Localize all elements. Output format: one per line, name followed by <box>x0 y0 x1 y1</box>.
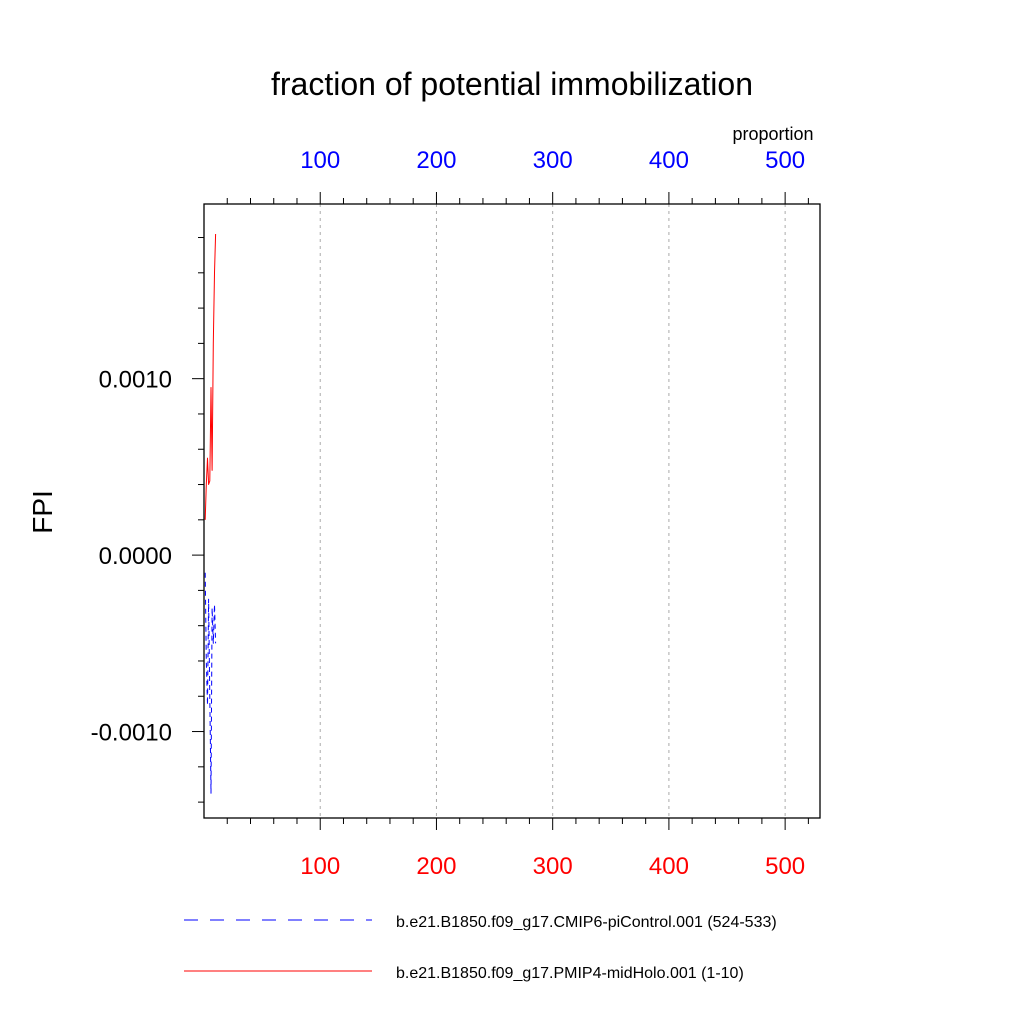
top-tick-label-4: 500 <box>765 147 805 174</box>
grid-lines <box>319 204 786 818</box>
top-axis-label: proportion <box>732 124 813 144</box>
legend: b.e21.B1850.f09_g17.CMIP6-piControl.001 … <box>184 914 777 982</box>
series-lines <box>204 233 217 794</box>
plot-frame <box>203 203 821 819</box>
top-tick-label-2: 300 <box>533 147 573 174</box>
bottom-tick-label-4: 500 <box>765 853 805 880</box>
axis-ticks <box>192 192 809 830</box>
bottom-tick-label-0: 100 <box>300 853 340 880</box>
y-tick-label-0: -0.0010 <box>91 720 172 747</box>
top-tick-label-0: 100 <box>300 147 340 174</box>
y-tick-label-2: 0.0010 <box>99 367 172 394</box>
y-tick-label-1: 0.0000 <box>99 543 172 570</box>
top-tick-label-3: 400 <box>649 147 689 174</box>
series-line-0 <box>204 572 217 794</box>
legend-label-midholo: b.e21.B1850.f09_g17.PMIP4-midHolo.001 (1… <box>396 965 744 982</box>
bottom-tick-label-2: 300 <box>533 853 573 880</box>
y-axis-label: FPI <box>27 490 58 534</box>
bottom-tick-label-1: 200 <box>416 853 456 880</box>
series-line-1 <box>204 233 217 520</box>
legend-label-picontrol: b.e21.B1850.f09_g17.CMIP6-piControl.001 … <box>396 914 777 931</box>
tick-labels: 100 100 200 200 300 300 400 400 500 500 -0.0010 0.0… <box>91 147 806 880</box>
chart-title: fraction of potential immobilization <box>271 66 753 102</box>
bottom-tick-label-3: 400 <box>649 853 689 880</box>
top-tick-label-1: 200 <box>416 147 456 174</box>
